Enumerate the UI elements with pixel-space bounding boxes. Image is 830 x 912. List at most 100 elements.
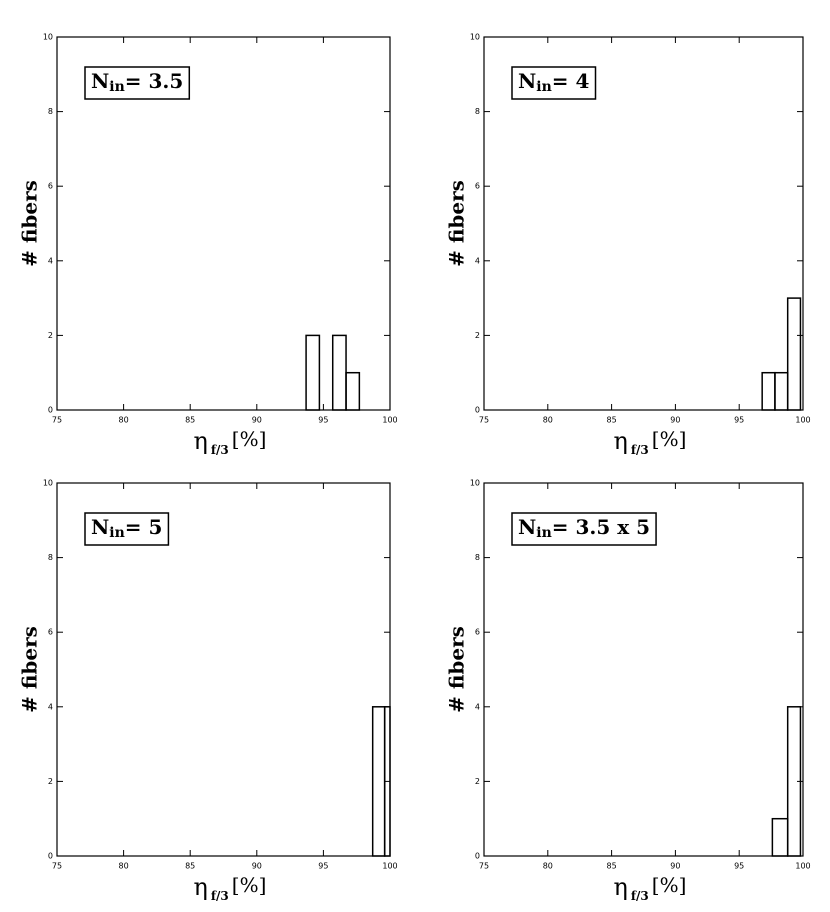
annotation: Nin= 5 — [84, 512, 170, 546]
histogram-bar — [786, 297, 802, 411]
annotation-main: N — [518, 69, 536, 93]
annotation-box — [511, 66, 597, 100]
y-tick-label: 6 — [48, 182, 53, 191]
annotation-box — [511, 512, 657, 546]
y-tick-label: 10 — [43, 479, 53, 488]
x-label-main: η — [614, 873, 628, 901]
x-label-rest: [%] — [652, 427, 687, 451]
plot-frame — [483, 36, 804, 411]
histogram-bar — [371, 706, 386, 857]
annotation-rest: = 3.5 — [125, 69, 184, 93]
x-tick-label: 90 — [670, 862, 680, 871]
y-tick-label: 8 — [475, 553, 480, 562]
y-tick-label: 6 — [475, 628, 480, 637]
annotation-box — [84, 512, 170, 546]
plot-frame — [56, 482, 391, 857]
x-label-main: η — [194, 873, 208, 901]
x-tick-label: 95 — [734, 862, 744, 871]
annotation-sub: in — [536, 79, 552, 95]
annotation: Nin= 3.5 — [84, 66, 191, 100]
x-tick-label: 100 — [795, 862, 810, 871]
y-tick-label: 0 — [475, 406, 480, 415]
y-tick-label: 2 — [48, 331, 53, 340]
annotation-text: Nin= 3.5 x 5 — [518, 515, 650, 542]
x-tick-label: 85 — [607, 862, 617, 871]
annotation-rest: = 4 — [552, 69, 590, 93]
x-label-rest: [%] — [232, 873, 267, 897]
histogram-bar — [383, 706, 391, 857]
histogram-bar — [786, 706, 802, 857]
x-tick-label: 90 — [252, 416, 262, 425]
plot-frame — [56, 36, 391, 411]
annotation: Nin= 4 — [511, 66, 597, 100]
annotation-text: Nin= 4 — [518, 69, 590, 96]
x-tick-label: 90 — [252, 862, 262, 871]
x-tick-label: 75 — [479, 862, 489, 871]
annotation-rest: = 5 — [125, 515, 163, 539]
x-label-sub: f/3 — [631, 443, 649, 457]
annotation-sub: in — [109, 525, 125, 541]
y-tick-label: 10 — [470, 33, 480, 42]
x-label-sub: f/3 — [211, 889, 229, 903]
x-axis-label: η f/3 [%] — [614, 427, 687, 457]
y-tick-label: 4 — [475, 702, 480, 711]
histogram-bar — [345, 371, 361, 411]
y-tick-label: 4 — [48, 702, 53, 711]
y-tick-label: 6 — [475, 182, 480, 191]
y-tick-label: 0 — [475, 852, 480, 861]
x-tick-label: 75 — [52, 416, 62, 425]
panel: 75 80 85 90 95 100 0 2 4 6 8 10 Nin= 4 η f/3 [%] # fiber… — [445, 33, 811, 457]
panel: 75 80 85 90 95 100 0 2 4 6 8 10 Nin= 5 η f/3 [%] # fiber… — [18, 479, 398, 903]
annotation-text: Nin= 3.5 — [91, 69, 183, 96]
x-tick-label: 95 — [318, 862, 328, 871]
annotation-main: N — [91, 69, 109, 93]
x-axis-label: η f/3 [%] — [194, 427, 267, 457]
x-tick-label: 95 — [318, 416, 328, 425]
annotation-rest: = 3.5 x 5 — [552, 515, 650, 539]
annotation-main: N — [518, 515, 536, 539]
annotation-box — [84, 66, 191, 100]
y-axis-label: # fibers — [18, 180, 42, 267]
x-tick-label: 80 — [119, 416, 129, 425]
y-tick-label: 6 — [48, 628, 53, 637]
panel: 75 80 85 90 95 100 0 2 4 6 8 10 Nin= 3.5 η f/3 [%] # fib… — [18, 33, 398, 457]
histogram-bar — [761, 371, 776, 411]
x-tick-label: 85 — [185, 862, 195, 871]
y-tick-label: 2 — [475, 331, 480, 340]
histogram-bar — [331, 334, 347, 411]
x-tick-label: 80 — [543, 416, 553, 425]
annotation-sub: in — [109, 79, 125, 95]
x-tick-label: 80 — [119, 862, 129, 871]
x-label-main: η — [194, 427, 208, 455]
y-tick-label: 10 — [470, 479, 480, 488]
annotation: Nin= 3.5 x 5 — [511, 512, 657, 546]
histogram-bar — [305, 334, 321, 411]
x-tick-label: 100 — [382, 416, 397, 425]
x-label-rest: [%] — [232, 427, 267, 451]
plot-frame — [483, 482, 804, 857]
x-tick-label: 100 — [382, 862, 397, 871]
y-tick-label: 8 — [48, 553, 53, 562]
y-tick-label: 0 — [48, 406, 53, 415]
histogram-bar — [771, 817, 789, 857]
annotation-sub: in — [536, 525, 552, 541]
x-tick-label: 100 — [795, 416, 810, 425]
x-tick-label: 90 — [670, 416, 680, 425]
x-tick-label: 85 — [185, 416, 195, 425]
y-tick-label: 8 — [475, 107, 480, 116]
x-axis-label: η f/3 [%] — [194, 873, 267, 903]
x-label-sub: f/3 — [211, 443, 229, 457]
y-tick-label: 10 — [43, 33, 53, 42]
x-label-rest: [%] — [652, 873, 687, 897]
y-axis-label: # fibers — [18, 626, 42, 713]
x-tick-label: 85 — [607, 416, 617, 425]
y-axis-label: # fibers — [445, 626, 469, 713]
annotation-main: N — [91, 515, 109, 539]
y-tick-label: 8 — [48, 107, 53, 116]
y-tick-label: 2 — [48, 777, 53, 786]
x-axis-label: η f/3 [%] — [614, 873, 687, 903]
y-tick-label: 4 — [475, 256, 480, 265]
y-axis-label: # fibers — [445, 180, 469, 267]
panel: 75 80 85 90 95 100 0 2 4 6 8 10 Nin= 3.5 x 5 η f/3 [%] #… — [445, 479, 811, 903]
